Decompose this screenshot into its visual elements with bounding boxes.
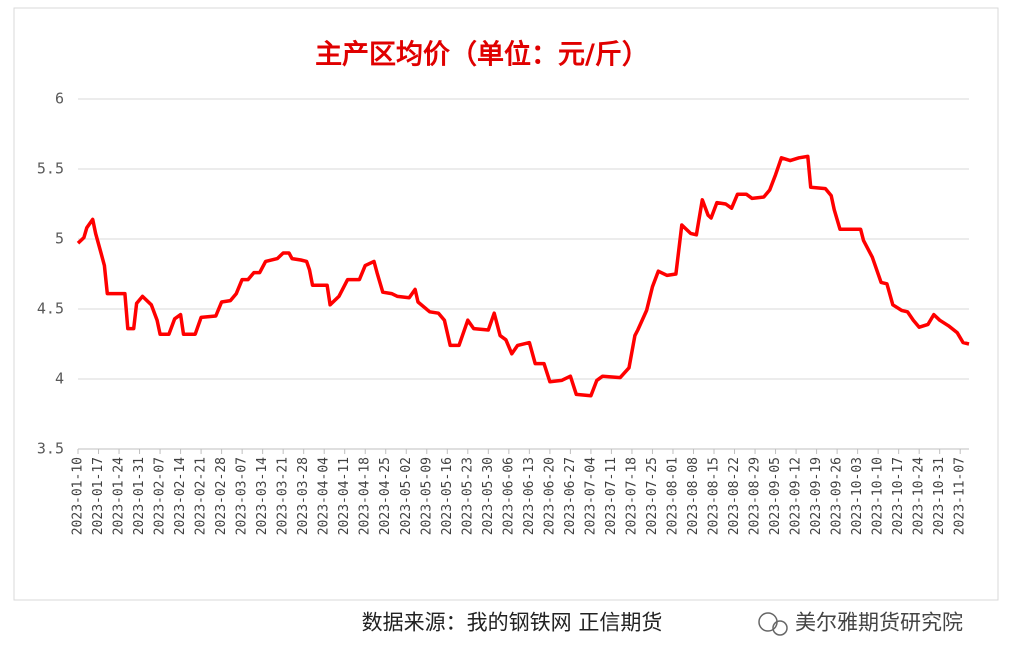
x-tick-label: 2023-09-12: [789, 457, 804, 535]
y-tick-label: 5.5: [37, 160, 64, 178]
x-tick-label: 2023-05-23: [460, 457, 475, 535]
x-tick-label: 2023-07-18: [624, 457, 639, 535]
x-tick-label: 2023-02-21: [194, 457, 209, 535]
x-tick-label: 2023-09-05: [768, 457, 783, 535]
x-tick-label: 2023-04-04: [317, 457, 332, 535]
x-tick-label: 2023-08-29: [748, 457, 763, 535]
y-tick-label: 4.5: [37, 300, 64, 318]
x-tick-label: 2023-10-31: [932, 457, 947, 535]
x-tick-label: 2023-02-07: [153, 457, 168, 535]
x-tick-label: 2023-04-18: [358, 457, 373, 535]
x-tick-label: 2023-05-30: [481, 457, 496, 535]
x-tick-label: 2023-02-14: [173, 457, 188, 535]
x-tick-label: 2023-05-09: [419, 457, 434, 535]
x-tick-label: 2023-03-28: [296, 457, 311, 535]
x-tick-label: 2023-05-16: [440, 457, 455, 535]
x-tick-label: 2023-03-14: [255, 457, 270, 535]
x-tick-label: 2023-05-02: [399, 457, 414, 535]
y-tick-label: 5: [55, 230, 64, 248]
chart-title: 主产区均价（单位：元/斤）: [315, 39, 649, 71]
x-tick-label: 2023-06-20: [542, 457, 557, 535]
x-tick-label: 2023-09-19: [809, 457, 824, 535]
x-tick-label: 2023-01-31: [132, 457, 147, 535]
x-tick-label: 2023-09-26: [830, 457, 845, 535]
data-line: [76, 154, 970, 398]
x-tick-label: 2023-11-07: [953, 457, 968, 535]
x-tick-label: 2023-07-25: [645, 457, 660, 535]
x-tick-label: 2023-08-22: [727, 457, 742, 535]
x-tick-label: 2023-03-21: [276, 457, 291, 535]
x-tick-label: 2023-07-04: [583, 457, 598, 535]
x-tick-label: 2023-04-11: [337, 457, 352, 535]
y-tick-label: 4: [55, 370, 64, 388]
watermark-icon: [758, 612, 788, 636]
x-tick-label: 2023-10-17: [891, 457, 906, 535]
x-tick-label: 2023-08-01: [665, 457, 680, 535]
x-tick-label: 2023-06-13: [522, 457, 537, 535]
chart-frame: [13, 7, 999, 601]
y-tick-label: 6: [55, 90, 64, 108]
watermark: 美尔雅期货研究院: [795, 611, 963, 635]
y-tick-label: 3.5: [37, 440, 64, 458]
x-tick-label: 2023-08-15: [707, 457, 722, 535]
x-tick-label: 2023-02-28: [214, 457, 229, 535]
x-tick-label: 2023-08-08: [686, 457, 701, 535]
x-tick-label: 2023-01-24: [112, 457, 127, 535]
x-tick-label: 2023-04-25: [378, 457, 393, 535]
x-tick-label: 2023-01-17: [91, 457, 106, 535]
x-tick-label: 2023-07-11: [604, 457, 619, 535]
x-tick-label: 2023-06-27: [563, 457, 578, 535]
x-tick-label: 2023-10-10: [871, 457, 886, 535]
x-tick-label: 2023-10-24: [912, 457, 927, 535]
x-tick-label: 2023-03-07: [235, 457, 250, 535]
x-tick-label: 2023-06-06: [501, 457, 516, 535]
x-tick-label: 2023-10-03: [850, 457, 865, 535]
x-tick-label: 2023-01-10: [71, 457, 86, 535]
source-note: 数据来源：我的钢铁网 正信期货: [362, 611, 663, 635]
